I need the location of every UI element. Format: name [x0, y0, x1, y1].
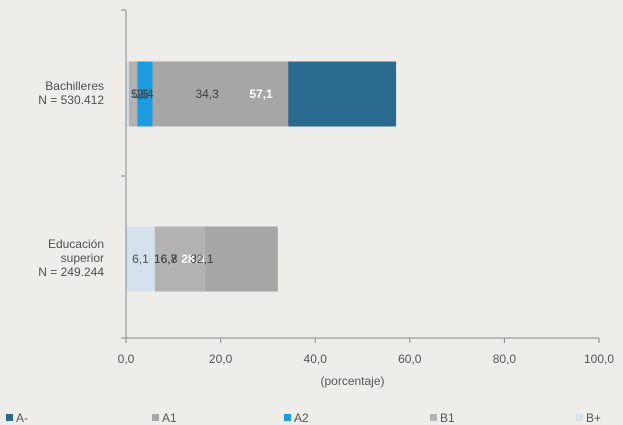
bar-segment	[126, 226, 155, 292]
data-label: 0,6	[133, 87, 150, 101]
legend-label: A2	[294, 411, 309, 425]
x-axis-label: (porcentaje)	[320, 374, 384, 388]
data-label: 28.3	[181, 252, 205, 266]
data-label: 32,1	[190, 252, 214, 266]
bar-segment	[126, 61, 138, 127]
legend-label: A-	[16, 411, 28, 425]
x-tick-label: 100,0	[584, 352, 614, 366]
legend-label: B+	[586, 411, 601, 425]
legend-label: A1	[162, 411, 177, 425]
category-label: superior	[61, 251, 104, 265]
data-label: 57,1	[249, 87, 273, 101]
category-label: Educación	[48, 237, 104, 251]
x-tick-label: 80,0	[493, 352, 517, 366]
data-label: 16,8	[154, 252, 178, 266]
category-label: Bachilleres	[45, 79, 104, 93]
data-label: 16,7	[154, 252, 178, 266]
x-tick-label: 60,0	[398, 352, 422, 366]
legend-swatch	[6, 414, 13, 421]
x-tick-label: 40,0	[304, 352, 328, 366]
category-n-label: N = 249.244	[38, 265, 104, 279]
data-label: 34,3	[195, 87, 219, 101]
data-label: 2,4	[137, 87, 154, 101]
legend-swatch	[430, 414, 437, 421]
legend-swatch	[152, 414, 159, 421]
x-tick-label: 20,0	[209, 352, 233, 366]
data-label: 5,6	[131, 87, 148, 101]
legend-label: B1	[440, 411, 455, 425]
category-n-label: N = 530.412	[38, 93, 104, 107]
legend-swatch	[576, 414, 583, 421]
data-label: 6,1	[132, 252, 149, 266]
bar-segment	[126, 61, 129, 127]
bar-segment	[126, 61, 289, 127]
legend-swatch	[284, 414, 291, 421]
x-tick-label: 0,0	[118, 352, 135, 366]
